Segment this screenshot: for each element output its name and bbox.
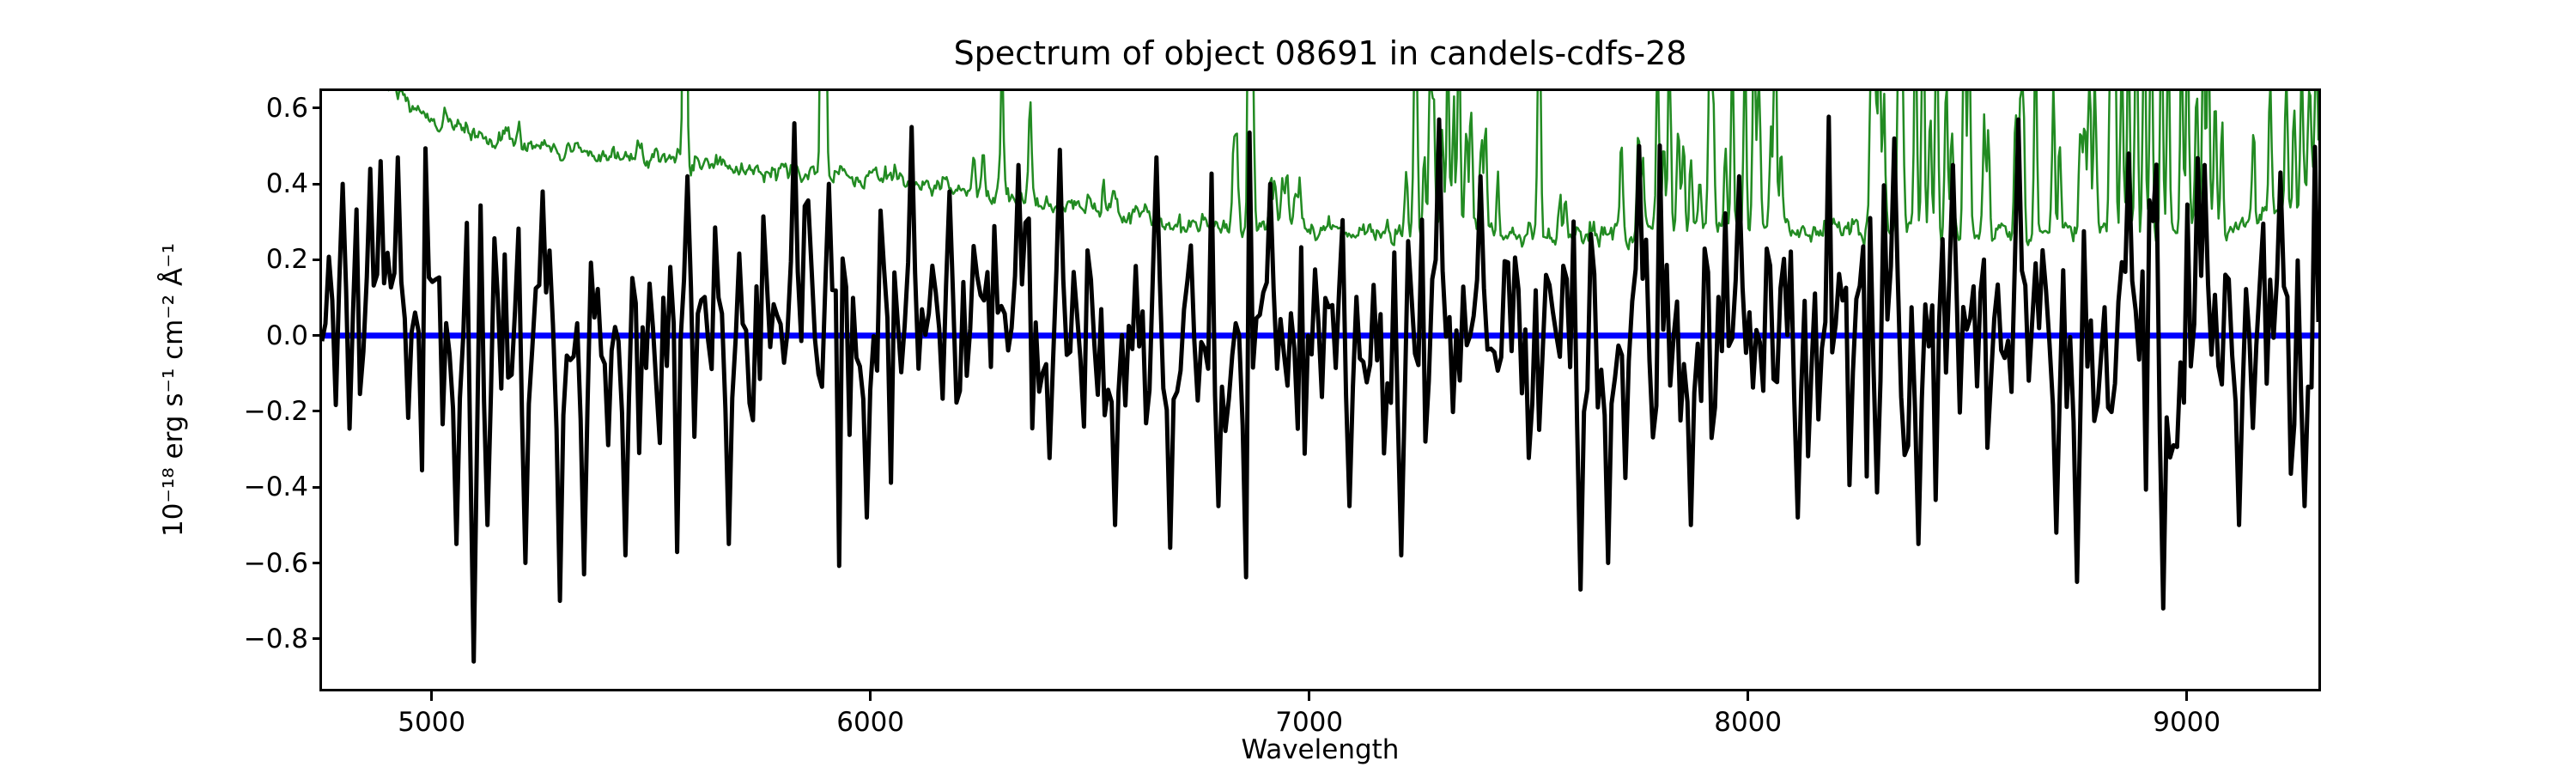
y-tick-mark (313, 258, 322, 261)
y-tick-mark (313, 562, 322, 564)
x-axis-label: Wavelength (1241, 734, 1400, 765)
y-tick-mark (313, 410, 322, 413)
x-tick-label: 6000 (836, 707, 905, 738)
flux-spectrum-line (322, 114, 2318, 664)
y-tick-mark (313, 637, 322, 641)
y-tick-label: −0.2 (243, 395, 308, 427)
y-tick-label: 0.4 (265, 168, 308, 200)
plot-area (322, 91, 2318, 664)
x-tick-label: 9000 (2153, 707, 2221, 738)
x-tick-label: 5000 (398, 707, 466, 738)
y-tick-label: −0.6 (243, 547, 308, 579)
y-tick-label: 0.6 (265, 92, 308, 124)
y-tick-label: 0.2 (265, 244, 308, 276)
x-tick-label: 7000 (1275, 707, 1344, 738)
x-tick-mark (1747, 691, 1750, 701)
y-tick-label: 0.0 (265, 320, 308, 351)
x-tick-mark (430, 691, 434, 701)
x-tick-mark (1308, 691, 1311, 701)
y-tick-mark (313, 334, 322, 338)
y-tick-label: −0.4 (243, 472, 308, 503)
y-tick-mark (313, 182, 322, 186)
x-tick-mark (869, 691, 872, 701)
chart-title: Spectrum of object 08691 in candels-cdfs… (953, 34, 1687, 72)
noise-spectrum-line (387, 91, 2318, 251)
x-tick-label: 8000 (1714, 707, 1783, 738)
y-tick-label: −0.8 (243, 623, 308, 654)
axes-border (319, 88, 2321, 691)
y-tick-mark (313, 107, 322, 110)
y-tick-mark (313, 485, 322, 489)
x-tick-mark (2185, 691, 2189, 701)
